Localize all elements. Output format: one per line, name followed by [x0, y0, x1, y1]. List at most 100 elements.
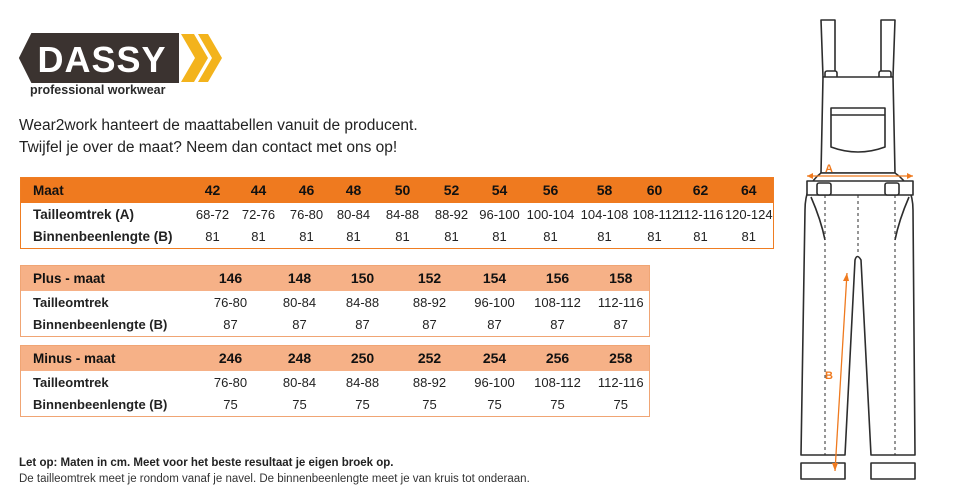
header-label: Minus - maat	[33, 350, 116, 366]
size-cell: 46	[298, 182, 315, 199]
size-cell: 146	[218, 270, 243, 287]
value-cell: 81	[251, 229, 266, 245]
size-cell: 248	[287, 350, 312, 367]
value-cell: 87	[487, 317, 502, 333]
value-cell: 87	[223, 317, 238, 333]
value-cell: 87	[613, 317, 628, 333]
value-cell: 81	[346, 229, 361, 245]
value-cell: 100-104	[526, 206, 575, 222]
table-row: Tailleomtrek 76-80 80-84 84-88 88-92 96-…	[21, 371, 650, 394]
measure-a-label: A	[825, 163, 833, 175]
size-cell: 58	[596, 182, 613, 199]
value-cell: 81	[444, 229, 459, 245]
logo-tagline: professional workwear	[30, 83, 166, 97]
value-cell: 108-112	[534, 374, 581, 390]
value-cell: 81	[693, 229, 708, 245]
size-table-minus: Minus - maat 246 248 250 252 254 256 258…	[20, 345, 650, 417]
row-label: Binnenbeenlengte (B)	[33, 397, 168, 413]
value-cell: 87	[292, 317, 307, 333]
table-row: Binnenbeenlengte (B) 75 75 75 75 75 75 7…	[21, 394, 650, 417]
value-cell: 76-80	[213, 294, 248, 310]
size-cell: 152	[417, 270, 442, 287]
value-cell: 96-100	[474, 374, 515, 390]
value-cell: 68-72	[195, 206, 230, 222]
size-cell: 42	[204, 182, 221, 199]
value-cell: 81	[395, 229, 410, 245]
value-cell: 88-92	[412, 294, 447, 310]
intro-line-1: Wear2work hanteert de maattabellen vanui…	[19, 117, 418, 134]
value-cell: 81	[741, 229, 756, 245]
value-cell: 80-84	[282, 294, 317, 310]
size-cell: 156	[545, 270, 570, 287]
overall-diagram: A B	[800, 19, 916, 480]
value-cell: 81	[299, 229, 314, 245]
table-row: Tailleomtrek (A) 68-72 72-76 76-80 80-84…	[21, 203, 774, 226]
dassy-logo: DASSY	[18, 33, 222, 83]
row-label: Tailleomtrek (A)	[33, 206, 135, 222]
value-cell: 81	[597, 229, 612, 245]
table-header-row: Maat 42 44 46 48 50 52 54 56 58 60 62 64	[20, 177, 774, 203]
row-label: Binnenbeenlengte (B)	[33, 229, 173, 245]
value-cell: 81	[205, 229, 220, 245]
value-cell: 75	[292, 397, 307, 413]
value-cell: 108-112	[534, 294, 581, 310]
size-cell: 154	[482, 270, 507, 287]
value-cell: 88-92	[434, 206, 469, 222]
intro-line-2: Twijfel je over de maat? Neem dan contac…	[19, 139, 398, 156]
row-label: Binnenbeenlengte (B)	[33, 317, 168, 333]
value-cell: 120-124	[724, 206, 773, 222]
table-row: Binnenbeenlengte (B) 81 81 81 81 81 81 8…	[21, 226, 774, 249]
value-cell: 87	[550, 317, 565, 333]
size-cell: 56	[542, 182, 559, 199]
value-cell: 80-84	[282, 374, 317, 390]
note-bold: Let op: Maten in cm. Meet voor het beste…	[19, 457, 394, 469]
value-cell: 75	[223, 397, 238, 413]
size-cell: 256	[545, 350, 570, 367]
value-cell: 75	[355, 397, 370, 413]
value-cell: 87	[422, 317, 437, 333]
table-header-row: Minus - maat 246 248 250 252 254 256 258	[20, 345, 650, 371]
value-cell: 88-92	[412, 374, 447, 390]
size-table-plus: Plus - maat 146 148 150 152 154 156 158 …	[20, 265, 650, 337]
value-cell: 84-88	[345, 294, 380, 310]
size-cell: 54	[491, 182, 508, 199]
value-cell: 81	[647, 229, 662, 245]
value-cell: 76-80	[213, 374, 248, 390]
value-cell: 96-100	[474, 294, 515, 310]
value-cell: 81	[543, 229, 558, 245]
size-cell: 44	[250, 182, 267, 199]
logo-text: DASSY	[37, 39, 166, 80]
size-cell: 52	[443, 182, 460, 199]
row-label: Tailleomtrek	[33, 374, 109, 390]
size-cell: 158	[609, 270, 633, 287]
value-cell: 96-100	[479, 206, 520, 222]
value-cell: 112-116	[597, 374, 644, 390]
value-cell: 112-116	[677, 206, 724, 222]
note-text: De tailleomtrek meet je rondom vanaf je …	[19, 473, 530, 485]
size-cell: 50	[394, 182, 411, 199]
value-cell: 104-108	[580, 206, 629, 222]
value-cell: 75	[487, 397, 502, 413]
size-cell: 64	[740, 182, 757, 199]
row-label: Tailleomtrek	[33, 294, 109, 310]
table-row: Tailleomtrek 76-80 80-84 84-88 88-92 96-…	[21, 291, 650, 314]
size-cell: 254	[482, 350, 507, 367]
size-cell: 246	[218, 350, 243, 367]
value-cell: 108-112	[632, 206, 680, 222]
value-cell: 80-84	[336, 206, 371, 222]
value-cell: 81	[492, 229, 507, 245]
value-cell: 75	[550, 397, 565, 413]
table-row: Binnenbeenlengte (B) 87 87 87 87 87 87 8…	[21, 314, 650, 337]
value-cell: 112-116	[597, 294, 644, 310]
value-cell: 84-88	[345, 374, 380, 390]
value-cell: 84-88	[385, 206, 420, 222]
measure-b-label: B	[825, 370, 833, 382]
size-cell: 252	[417, 350, 442, 367]
size-cell: 148	[287, 270, 312, 287]
size-cell: 60	[646, 182, 663, 199]
size-cell: 250	[350, 350, 375, 367]
size-cell: 62	[692, 182, 709, 199]
value-cell: 75	[422, 397, 437, 413]
size-table-main: Maat 42 44 46 48 50 52 54 56 58 60 62 64…	[20, 177, 774, 249]
size-cell: 258	[609, 350, 633, 367]
